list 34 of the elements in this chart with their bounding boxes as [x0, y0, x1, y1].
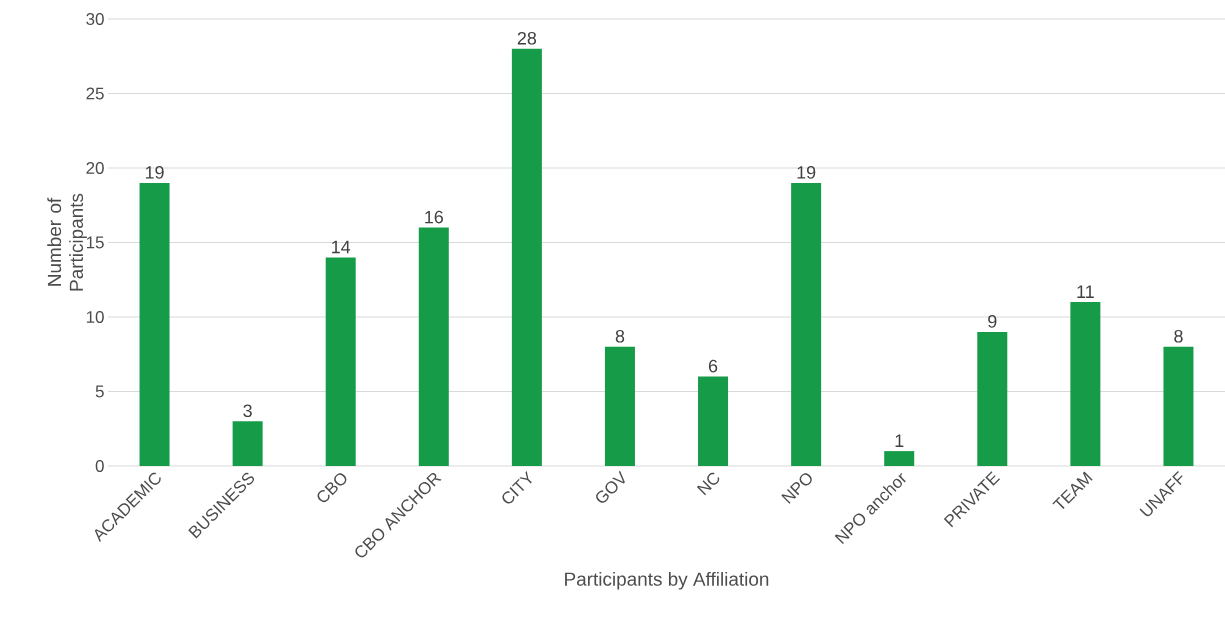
- data-label: 1: [895, 434, 904, 447]
- data-label: 8: [1174, 329, 1183, 343]
- data-label: 6: [708, 359, 718, 373]
- y-tick-label: 10: [86, 311, 104, 323]
- y-axis-title: Number of Participants: [47, 193, 87, 291]
- bar: [1070, 302, 1101, 466]
- y-tick-label: 0: [95, 460, 104, 472]
- data-label: 8: [615, 329, 625, 343]
- x-axis-title: Participants by Affiliation: [565, 571, 769, 590]
- data-label: 9: [988, 314, 997, 328]
- y-tick-label: 5: [95, 385, 104, 398]
- bar: [139, 182, 170, 466]
- data-label: 19: [797, 165, 816, 179]
- bar: [791, 182, 822, 466]
- data-label: 14: [332, 240, 351, 254]
- y-tick-label: 25: [86, 87, 104, 100]
- bar: [1163, 346, 1194, 466]
- data-label: 3: [243, 404, 252, 418]
- y-tick-label: 15: [86, 236, 104, 249]
- bar: [232, 421, 263, 466]
- bar: [698, 376, 729, 466]
- bar: [977, 331, 1008, 466]
- data-label: 19: [145, 165, 164, 179]
- y-tick-label: 20: [86, 162, 104, 174]
- x-tick-label: NC: [696, 472, 720, 496]
- bar: [418, 227, 449, 466]
- data-label: 16: [425, 210, 443, 224]
- y-tick-label: 30: [86, 13, 104, 25]
- bar: [604, 346, 635, 466]
- data-label: 28: [517, 31, 537, 45]
- bar: [884, 451, 915, 466]
- bar: [511, 48, 542, 466]
- bar: [325, 257, 356, 466]
- data-label: 11: [1077, 285, 1094, 298]
